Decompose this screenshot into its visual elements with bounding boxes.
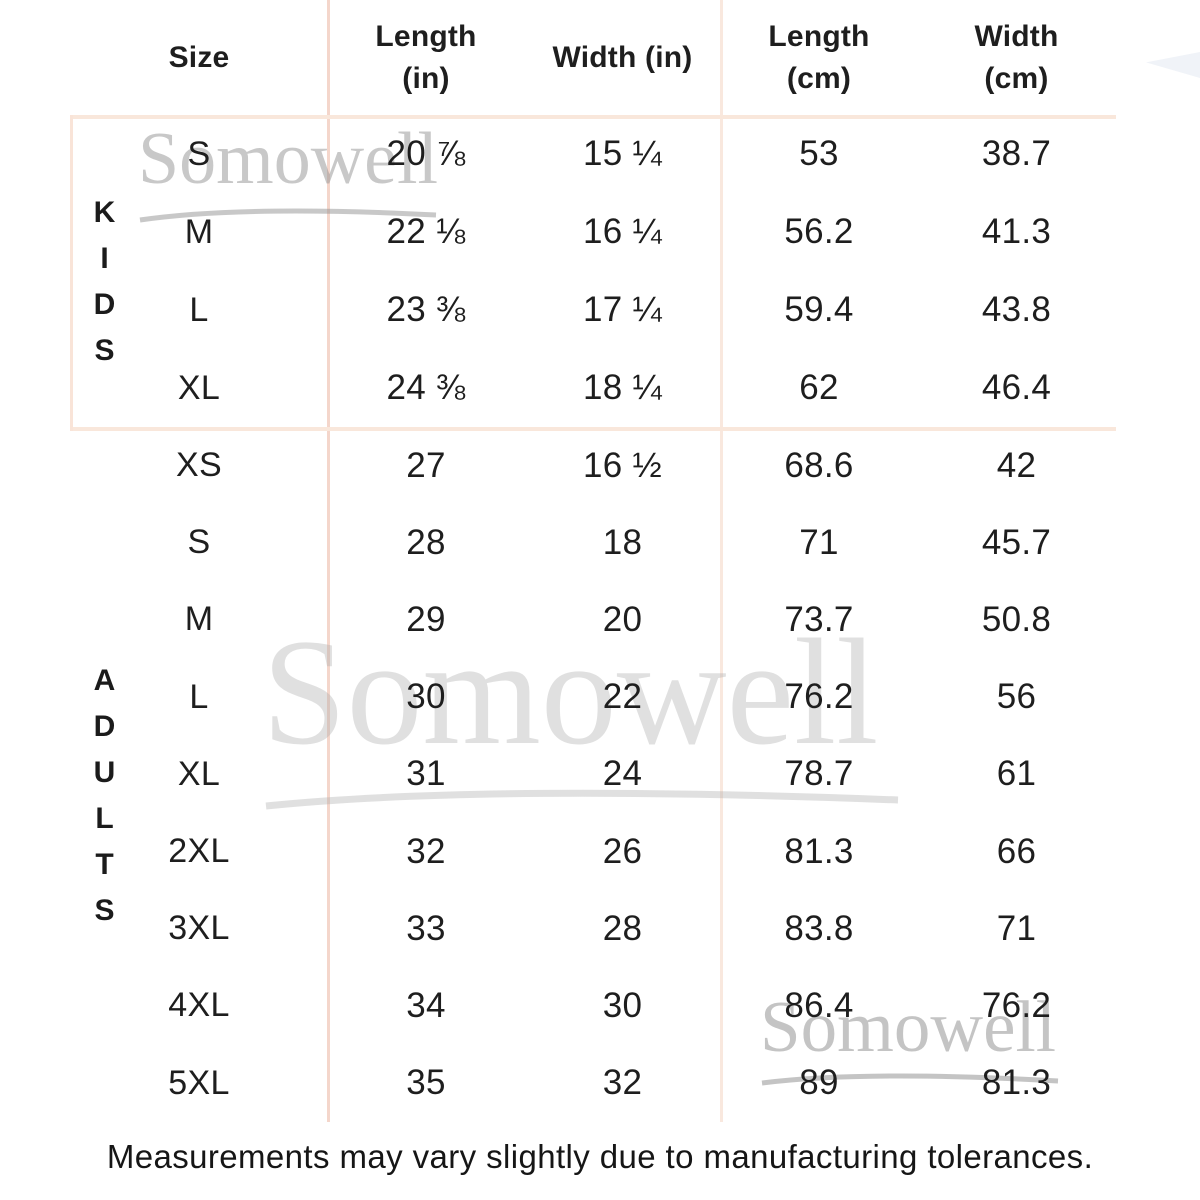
size-cell: 3XL	[168, 909, 230, 948]
length-in-cell: 31	[406, 754, 446, 794]
length-in-cell: 22 ⅛	[386, 212, 466, 251]
width-cm-cell: 45.7	[981, 522, 1052, 562]
length-in-cell: 34	[406, 985, 446, 1025]
length-in-cell: 35	[406, 1063, 446, 1103]
tolerance-note: Measurements may vary slightly due to ma…	[106, 1138, 1094, 1175]
size-cell: XL	[177, 754, 221, 793]
width-in-cell: 18 ¼	[582, 368, 663, 407]
width-in-cell: 22	[602, 677, 643, 717]
length-cm-cell: 62	[799, 368, 839, 407]
width-cm-cell: 46.4	[981, 368, 1052, 407]
length-in-cell: 28	[406, 522, 446, 562]
size-cell: 2XL	[168, 832, 230, 871]
length-cm-cell: 68.6	[784, 445, 854, 485]
length-cm-cell: 59.4	[784, 290, 854, 329]
length-in-cell: 30	[406, 677, 446, 717]
width-cm-cell: 66	[996, 831, 1037, 871]
width-cm-cell: 76.2	[981, 985, 1052, 1025]
width-in-cell: 16 ½	[582, 445, 663, 485]
width-in-cell: 26	[602, 831, 643, 871]
column-divider-line-1	[327, 0, 330, 1122]
column-divider-line-2	[720, 0, 723, 1122]
width-cm-cell: 81.3	[981, 1063, 1052, 1103]
size-cell: L	[189, 677, 209, 716]
length-cm-cell: 71	[799, 522, 839, 562]
length-cm-cell: 78.7	[784, 754, 854, 794]
width-in-cell: 32	[602, 1063, 643, 1103]
length-cm-cell: 76.2	[784, 677, 854, 717]
kids-section-left-border	[70, 115, 73, 431]
size-cell: L	[189, 290, 209, 329]
width-cm-cell: 71	[996, 908, 1037, 948]
length-cm-cell: 81.3	[784, 831, 854, 871]
width-in-cell: 18	[602, 522, 643, 562]
corner-accent-shape	[1146, 52, 1200, 78]
length-cm-cell: 86.4	[784, 985, 854, 1025]
size-column-header: Size	[168, 40, 230, 74]
size-cell: S	[187, 134, 211, 173]
size-cell: S	[187, 523, 211, 562]
width-cm-cell: 61	[996, 754, 1037, 794]
length-in-cell: 20 ⅞	[386, 134, 466, 173]
width-cm-cell: 50.8	[981, 599, 1052, 639]
length-in-cell: 29	[406, 599, 446, 639]
width-in-cell: 16 ¼	[582, 212, 663, 251]
kids-adults-divider-line	[70, 427, 1116, 431]
length-cm-cell: 73.7	[784, 599, 854, 639]
width-cm-cell: 42	[996, 445, 1037, 485]
adults-group-label: ADULTS	[88, 664, 121, 940]
width-cm-column-header: Width (cm)	[974, 19, 1059, 95]
width-in-cell: 30	[602, 985, 643, 1025]
width-cm-cell: 38.7	[981, 134, 1052, 173]
size-cell: M	[184, 600, 214, 639]
length-in-cell: 32	[406, 831, 446, 871]
width-in-cell: 28	[602, 908, 643, 948]
size-cell: 5XL	[168, 1063, 230, 1102]
length-cm-cell: 53	[799, 134, 839, 173]
length-cm-cell: 56.2	[784, 212, 854, 251]
length-in-column-header: Length (in)	[375, 19, 477, 95]
width-in-cell: 20	[602, 599, 643, 639]
length-cm-cell: 89	[799, 1063, 839, 1103]
width-in-column-header: Width (in)	[552, 40, 693, 74]
width-in-cell: 17 ¼	[582, 290, 663, 329]
length-in-cell: 33	[406, 908, 446, 948]
width-cm-cell: 56	[996, 677, 1037, 717]
length-in-cell: 23 ⅜	[386, 290, 466, 329]
size-cell: XL	[177, 368, 221, 407]
width-cm-cell: 43.8	[981, 290, 1052, 329]
width-in-cell: 15 ¼	[582, 134, 663, 173]
size-cell: XS	[176, 446, 222, 485]
length-cm-cell: 83.8	[784, 908, 854, 948]
width-in-cell: 24	[602, 754, 643, 794]
size-cell: M	[184, 212, 214, 251]
size-table: Size Length (in) Width (in) Length (cm) …	[70, 0, 1116, 1122]
header-divider-line	[70, 115, 1116, 119]
length-in-cell: 24 ⅜	[386, 368, 466, 407]
width-cm-cell: 41.3	[981, 212, 1052, 251]
length-cm-column-header: Length (cm)	[768, 19, 870, 95]
kids-group-label: KIDS	[88, 196, 121, 380]
size-cell: 4XL	[168, 986, 230, 1025]
length-in-cell: 27	[406, 445, 446, 485]
